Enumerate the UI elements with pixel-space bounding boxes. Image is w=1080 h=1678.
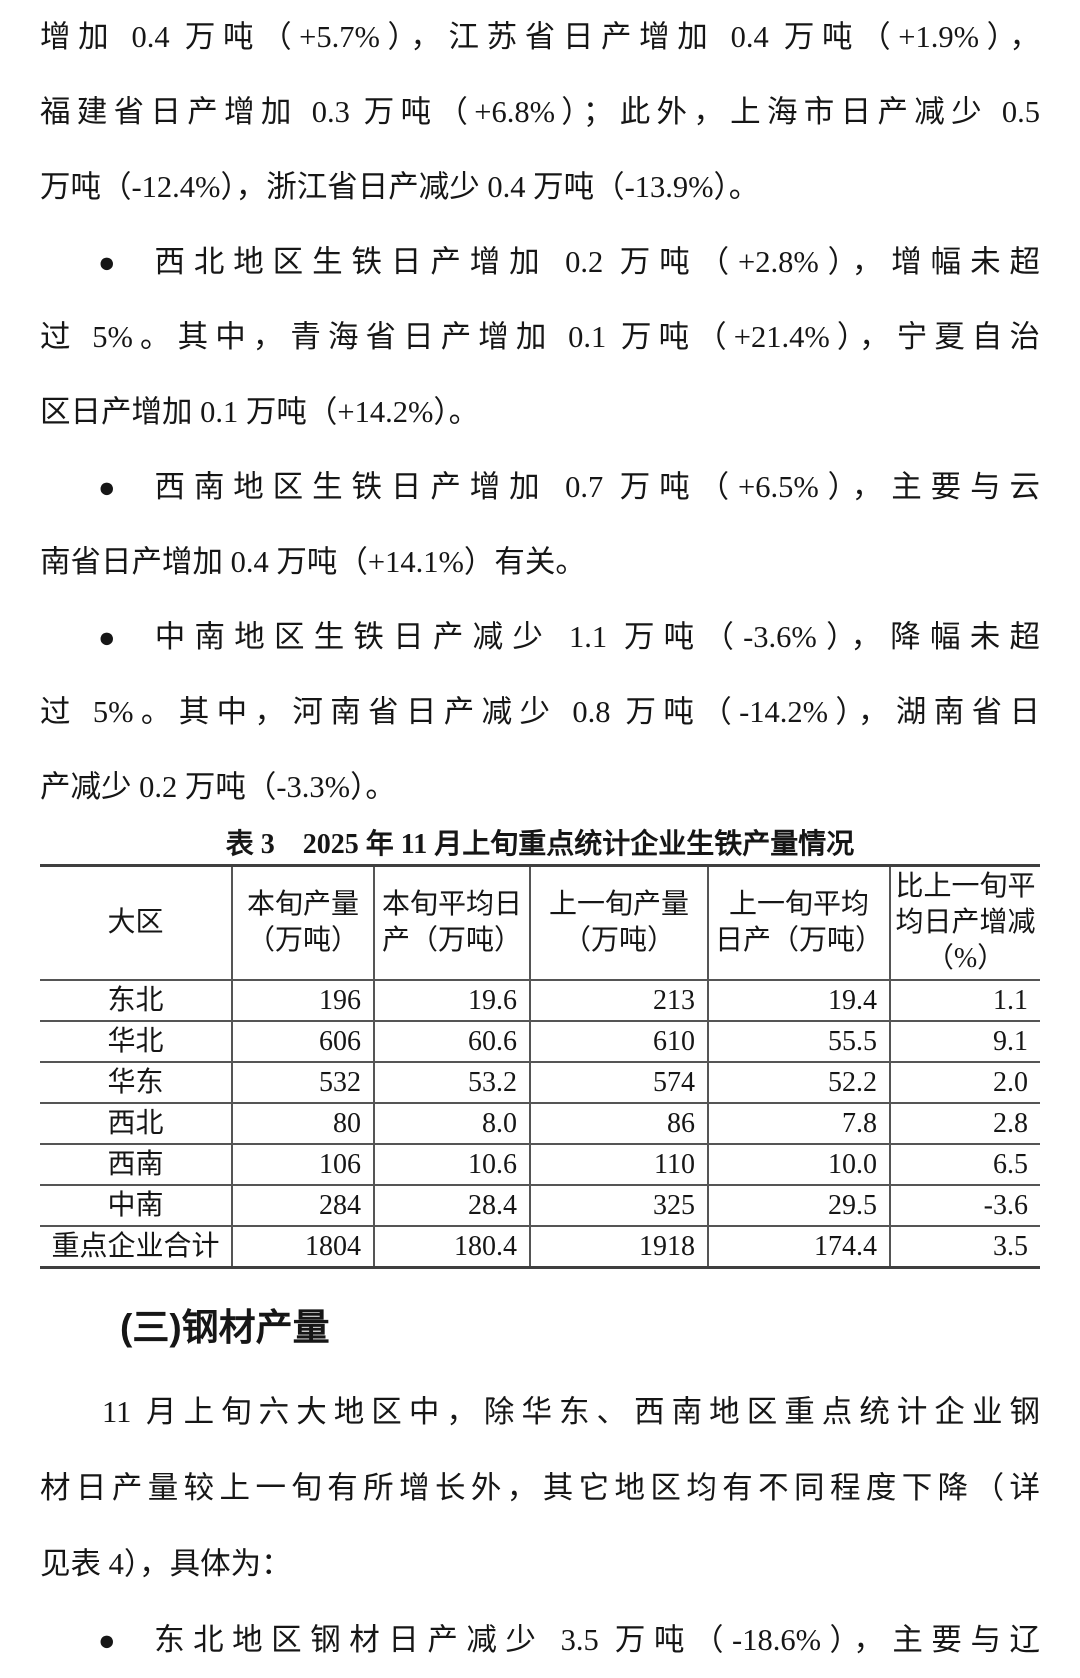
table-cell: 29.5 <box>707 1184 891 1227</box>
paragraph-line: 增加 0.4 万吨（+5.7%），江苏省日产增加 0.4 万吨（+1.9%）， <box>40 20 1040 54</box>
table-cell: 53.2 <box>373 1061 531 1104</box>
bullet-text: 东北地区钢材日产减少 3.5 万吨（-18.6%），主要与辽 <box>154 1623 1040 1657</box>
table-row-total: 重点企业合计 1804 180.4 1918 174.4 3.5 <box>40 1225 1040 1269</box>
table-cell: 东北 <box>40 979 233 1022</box>
bullet-item-line: ● 中南地区生铁日产减少 1.1 万吨（-3.6%），降幅未超 <box>40 600 1040 675</box>
table-cell: 196 <box>231 979 375 1022</box>
table-cell: 19.6 <box>373 979 531 1022</box>
table-cell: 8.0 <box>373 1102 531 1145</box>
pig-iron-production-table: 大区 本旬产量 （万吨） 本旬平均日 产（万吨） 上一旬产量 （万吨） 上一旬平均 日产… <box>40 864 1040 1269</box>
table-row: 中南 284 28.4 325 29.5 -3.6 <box>40 1184 1040 1227</box>
paragraph-line: 南省日产增加 0.4 万吨（+14.1%）有关。 <box>40 545 586 579</box>
bullet-text: 西南地区生铁日产增加 0.7 万吨（+6.5%），主要与云 <box>154 470 1040 504</box>
table-cell: 10.0 <box>707 1143 891 1186</box>
table-row: 东北 196 19.6 213 19.4 1.1 <box>40 979 1040 1022</box>
bullet-item-line: ● 东北地区钢材日产减少 3.5 万吨（-18.6%），主要与辽 <box>40 1602 1040 1678</box>
table-header-row: 大区 本旬产量 （万吨） 本旬平均日 产（万吨） 上一旬产量 （万吨） 上一旬平均 日产… <box>40 864 1040 981</box>
table-cell: 10.6 <box>373 1143 531 1186</box>
table-title: 表 3 2025 年 11 月上旬重点统计企业生铁产量情况 <box>225 829 855 860</box>
table-cell: 284 <box>231 1184 375 1227</box>
paragraph-line: 万吨（-12.4%），浙江省日产减少 0.4 万吨（-13.9%）。 <box>40 170 760 204</box>
bullet-text: 中南地区生铁日产减少 1.1 万吨（-3.6%），降幅未超 <box>154 620 1040 654</box>
paragraph-line: 福建省日产增加 0.3 万吨（+6.8%）；此外，上海市日产减少 0.5 <box>40 95 1040 129</box>
bullet-icon: ● <box>98 247 125 279</box>
table-cell: 213 <box>529 979 709 1022</box>
table-cell: -3.6 <box>889 1184 1040 1227</box>
table-cell: 3.5 <box>889 1225 1040 1269</box>
table-cell: 9.1 <box>889 1020 1040 1063</box>
column-header-change-pct: 比上一旬平 均日产增减 （%） <box>889 864 1040 981</box>
table-row: 西南 106 10.6 110 10.0 6.5 <box>40 1143 1040 1186</box>
paragraph-line: 产减少 0.2 万吨（-3.3%）。 <box>40 770 396 804</box>
table-cell: 52.2 <box>707 1061 891 1104</box>
table-cell: 6.5 <box>889 1143 1040 1186</box>
table-cell: 574 <box>529 1061 709 1104</box>
paragraph-line: 过 5%。其中，青海省日产增加 0.1 万吨（+21.4%），宁夏自治 <box>40 320 1040 354</box>
section-heading: (三)钢材产量 <box>120 1307 330 1348</box>
table-cell: 2.8 <box>889 1102 1040 1145</box>
column-header-current-daily-avg: 本旬平均日 产（万吨） <box>373 864 531 981</box>
table-cell: 610 <box>529 1020 709 1063</box>
table-cell: 西北 <box>40 1102 233 1145</box>
section-gap <box>40 1269 1040 1293</box>
table-cell: 19.4 <box>707 979 891 1022</box>
table-cell: 110 <box>529 1143 709 1186</box>
column-header-previous-output: 上一旬产量 （万吨） <box>529 864 709 981</box>
table-cell: 55.5 <box>707 1020 891 1063</box>
table-cell: 2.0 <box>889 1061 1040 1104</box>
bullet-item-line: ● 西北地区生铁日产增加 0.2 万吨（+2.8%），增幅未超 <box>40 225 1040 300</box>
column-header-current-output: 本旬产量 （万吨） <box>231 864 375 981</box>
paragraph-line: 区日产增加 0.1 万吨（+14.2%）。 <box>40 395 480 429</box>
table-cell: 532 <box>231 1061 375 1104</box>
table-cell: 80 <box>231 1102 375 1145</box>
table-cell: 28.4 <box>373 1184 531 1227</box>
table-cell: 1804 <box>231 1225 375 1269</box>
table-cell: 325 <box>529 1184 709 1227</box>
table-cell: 中南 <box>40 1184 233 1227</box>
table-cell: 华东 <box>40 1061 233 1104</box>
table-cell: 86 <box>529 1102 709 1145</box>
table-cell: 华北 <box>40 1020 233 1063</box>
paragraph-line: 材日产量较上一旬有所增长外，其它地区均有不同程度下降（详 <box>40 1471 1040 1505</box>
bullet-icon: ● <box>98 472 125 504</box>
table-cell: 180.4 <box>373 1225 531 1269</box>
table-cell: 60.6 <box>373 1020 531 1063</box>
table-row: 西北 80 8.0 86 7.8 2.8 <box>40 1102 1040 1145</box>
table-cell: 重点企业合计 <box>40 1225 233 1269</box>
paragraph-line: 见表 4），具体为： <box>40 1547 292 1581</box>
table-cell: 1.1 <box>889 979 1040 1022</box>
table-row: 华东 532 53.2 574 52.2 2.0 <box>40 1061 1040 1104</box>
column-header-previous-daily-avg: 上一旬平均 日产（万吨） <box>707 864 891 981</box>
column-header-region: 大区 <box>40 864 233 981</box>
table-cell: 7.8 <box>707 1102 891 1145</box>
paragraph-line: 过 5%。其中，河南省日产减少 0.8 万吨（-14.2%），湖南省日 <box>40 695 1040 729</box>
bullet-icon: ● <box>98 1625 125 1657</box>
table-row: 华北 606 60.6 610 55.5 9.1 <box>40 1020 1040 1063</box>
table-cell: 174.4 <box>707 1225 891 1269</box>
paragraph-line: 11 月上旬六大地区中，除华东、西南地区重点统计企业钢 <box>102 1395 1040 1429</box>
bullet-item-line: ● 西南地区生铁日产增加 0.7 万吨（+6.5%），主要与云 <box>40 450 1040 525</box>
table-cell: 西南 <box>40 1143 233 1186</box>
bullet-icon: ● <box>98 622 125 654</box>
table-cell: 606 <box>231 1020 375 1063</box>
table-cell: 106 <box>231 1143 375 1186</box>
bullet-text: 西北地区生铁日产增加 0.2 万吨（+2.8%），增幅未超 <box>154 245 1040 279</box>
table-cell: 1918 <box>529 1225 709 1269</box>
